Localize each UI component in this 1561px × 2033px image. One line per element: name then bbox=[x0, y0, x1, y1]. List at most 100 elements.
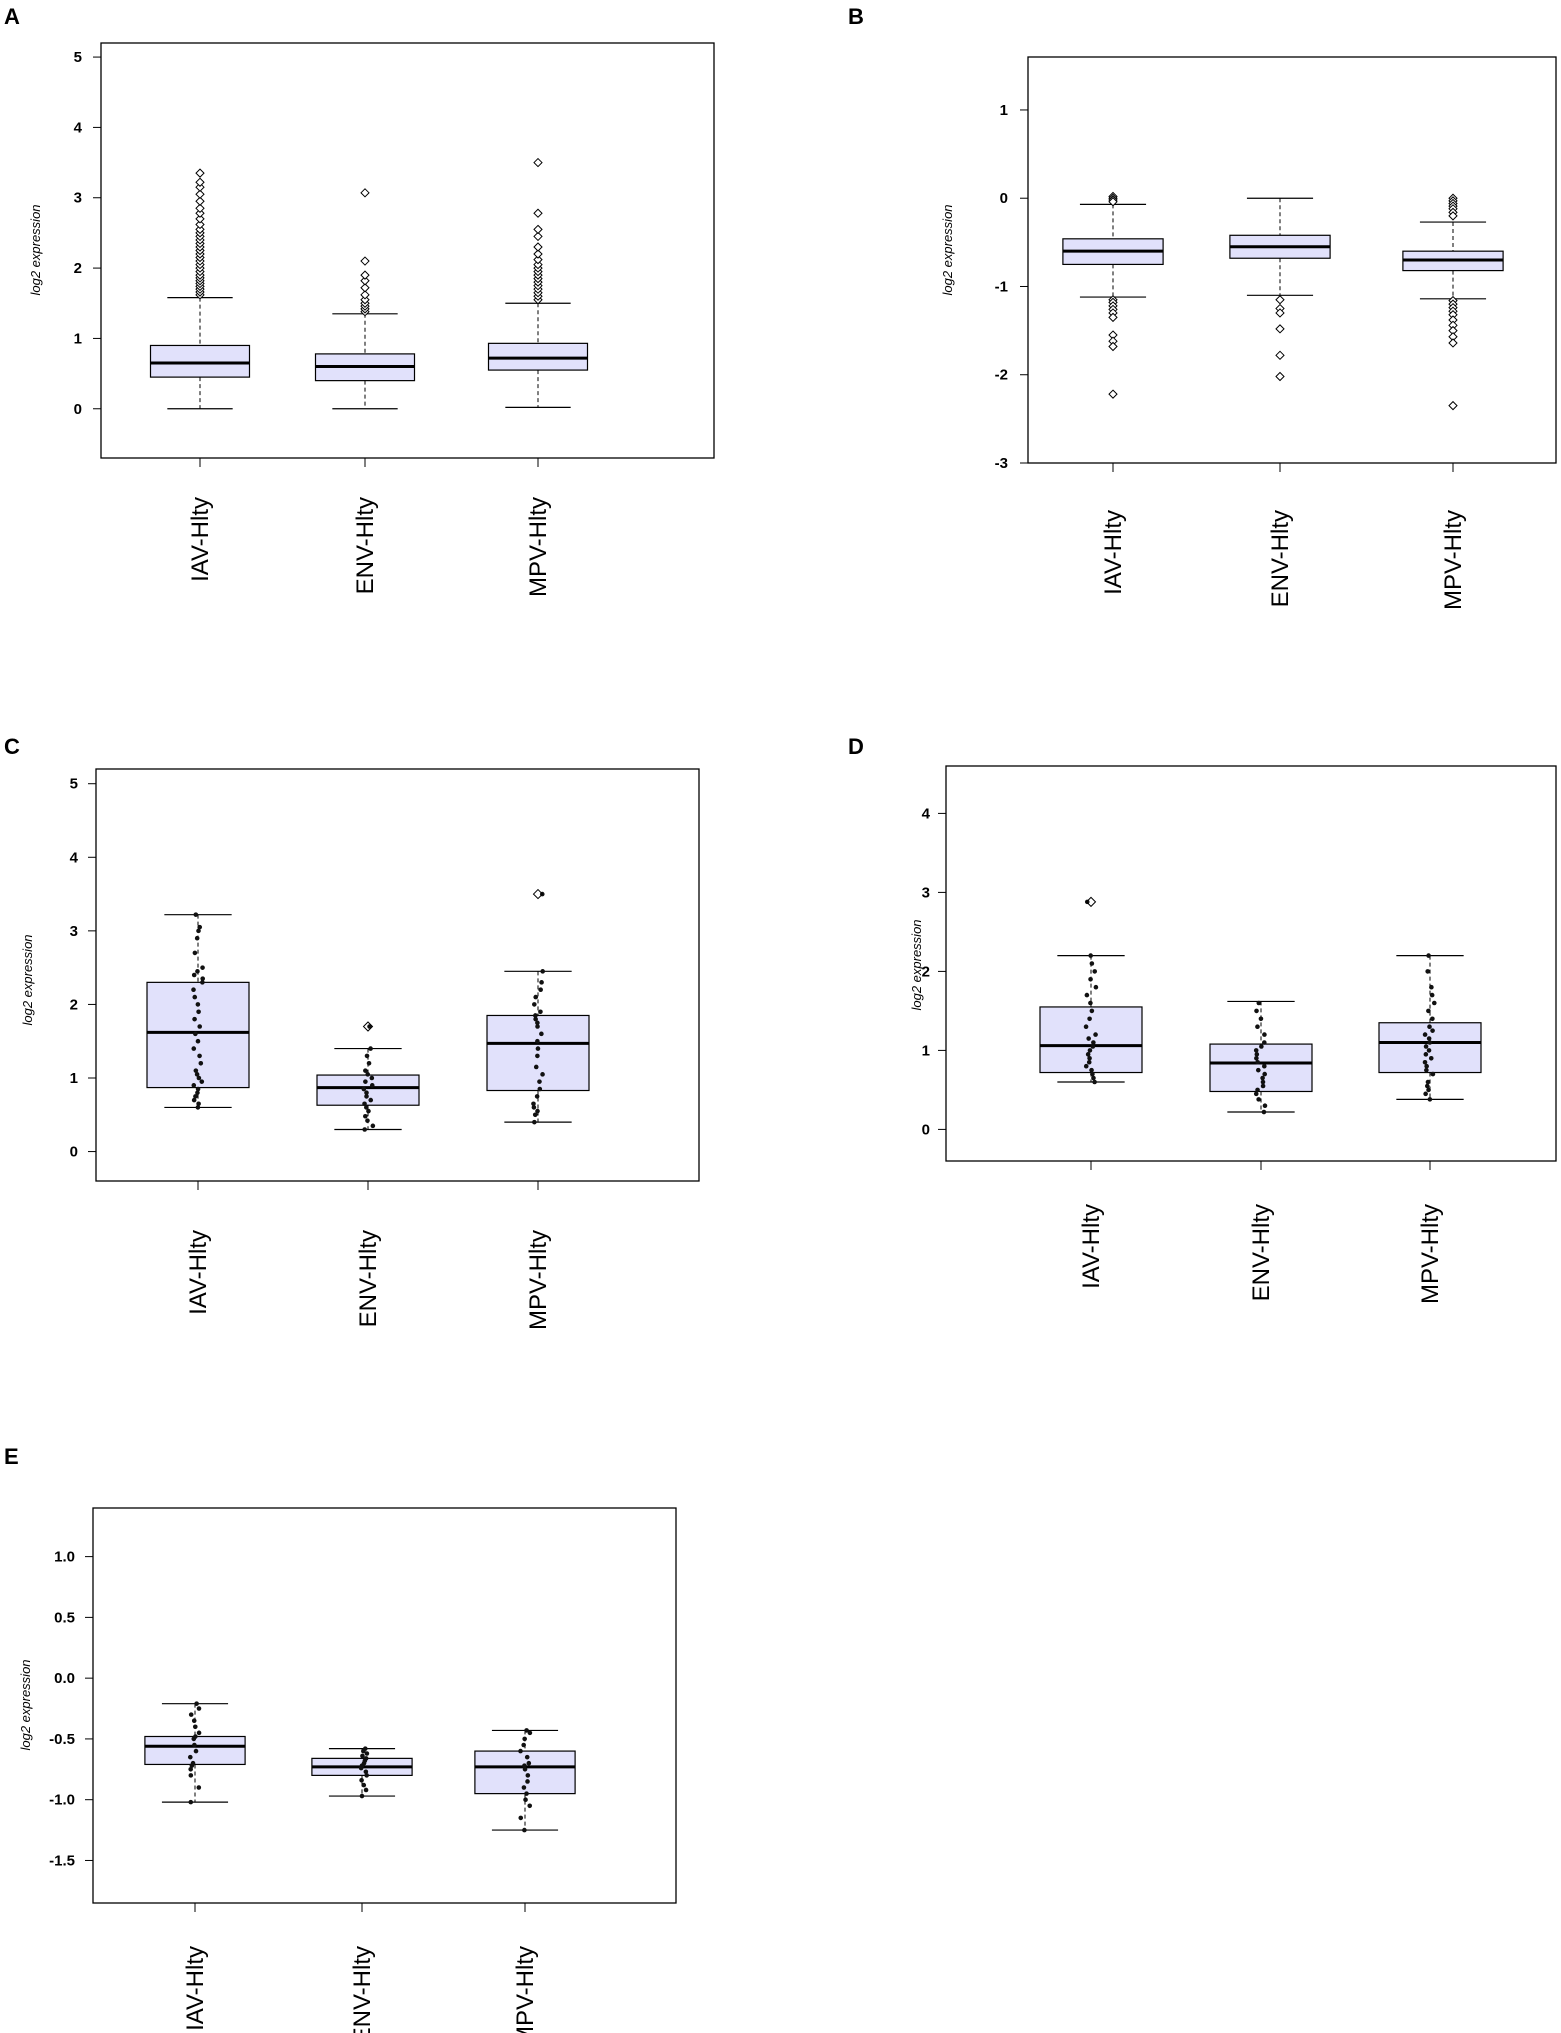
data-point bbox=[363, 1113, 368, 1119]
data-point bbox=[1090, 1044, 1096, 1049]
data-point bbox=[1091, 1075, 1096, 1081]
outlier-point bbox=[1108, 312, 1118, 323]
data-point bbox=[191, 1046, 197, 1051]
data-point bbox=[197, 924, 203, 930]
data-point bbox=[1423, 1052, 1429, 1057]
data-point bbox=[1088, 977, 1093, 982]
data-point bbox=[1429, 984, 1434, 990]
data-point bbox=[539, 1031, 544, 1037]
data-point bbox=[187, 1754, 193, 1760]
data-point bbox=[199, 1079, 205, 1084]
data-point bbox=[196, 1075, 202, 1081]
outlier-point bbox=[360, 256, 370, 266]
y-tick-label: 4 bbox=[74, 119, 83, 136]
data-point bbox=[1428, 1056, 1434, 1061]
y-tick-label: -1.0 bbox=[49, 1792, 75, 1809]
outlier-point bbox=[195, 196, 205, 206]
data-point bbox=[196, 1706, 202, 1711]
data-point bbox=[1086, 1059, 1092, 1065]
data-point bbox=[537, 1086, 543, 1092]
data-point bbox=[369, 1075, 375, 1081]
box-iav-hlty bbox=[1039, 896, 1143, 1085]
data-point bbox=[188, 1767, 193, 1772]
x-tick-label: IAV-Hlty bbox=[1100, 510, 1127, 595]
y-tick-label: 0 bbox=[1000, 190, 1008, 207]
data-point bbox=[527, 1803, 533, 1809]
data-point bbox=[533, 1016, 538, 1022]
y-tick-label: 1.0 bbox=[54, 1549, 75, 1566]
y-tick-label: -3 bbox=[995, 455, 1008, 472]
data-point bbox=[1422, 1059, 1428, 1065]
outlier-point bbox=[533, 242, 543, 252]
data-point bbox=[1087, 1048, 1093, 1053]
outlier-point bbox=[1448, 400, 1458, 411]
box-env-hlty bbox=[1229, 197, 1331, 382]
data-point bbox=[363, 1756, 369, 1761]
data-point bbox=[1088, 953, 1093, 958]
y-tick-label: 3 bbox=[922, 884, 930, 901]
data-point bbox=[192, 1016, 197, 1022]
data-point bbox=[361, 1782, 367, 1788]
data-point bbox=[1430, 1016, 1435, 1022]
data-point bbox=[1260, 1075, 1265, 1081]
data-point bbox=[526, 1760, 532, 1766]
y-tick-label: 4 bbox=[70, 849, 79, 866]
data-point bbox=[364, 1090, 369, 1096]
y-tick-label: 0 bbox=[922, 1121, 930, 1138]
data-point bbox=[535, 1053, 540, 1059]
outlier-point bbox=[1275, 295, 1285, 305]
data-point bbox=[191, 1097, 197, 1103]
data-point bbox=[195, 1038, 201, 1044]
data-point bbox=[364, 1751, 370, 1756]
outlier-point bbox=[1085, 896, 1097, 908]
panel-label: A bbox=[4, 4, 20, 29]
data-point bbox=[1261, 1109, 1267, 1115]
data-point bbox=[198, 1060, 204, 1066]
data-point bbox=[364, 1773, 369, 1778]
iqr-box bbox=[316, 1074, 420, 1106]
data-point bbox=[193, 1031, 198, 1037]
y-axis-label: log2 expression bbox=[909, 919, 924, 1010]
data-point bbox=[1089, 1008, 1095, 1014]
outlier-point bbox=[195, 177, 205, 187]
outlier-point bbox=[533, 157, 543, 168]
y-tick-label: -0.5 bbox=[49, 1731, 75, 1748]
data-point bbox=[1432, 1000, 1437, 1006]
y-tick-label: 1 bbox=[74, 330, 82, 347]
data-point bbox=[1088, 1000, 1093, 1006]
data-point bbox=[1423, 1091, 1428, 1097]
panel-label: D bbox=[848, 734, 864, 759]
y-tick-label: 0 bbox=[70, 1144, 78, 1161]
data-point bbox=[1262, 1063, 1267, 1069]
data-point bbox=[362, 1746, 368, 1751]
data-point bbox=[366, 1108, 371, 1114]
data-point bbox=[188, 1799, 194, 1805]
outlier-point bbox=[1108, 389, 1118, 399]
data-point bbox=[532, 1002, 537, 1007]
outlier-point bbox=[360, 283, 370, 293]
panel-a: A 0 1 2 3 4 5 log2 expression IAV-Hlty ENV-Hlty MP… bbox=[4, 4, 715, 597]
data-point bbox=[1262, 1040, 1267, 1045]
outlier-point bbox=[532, 888, 544, 900]
data-point bbox=[193, 1748, 199, 1754]
y-tick-label: 3 bbox=[74, 190, 82, 207]
data-point bbox=[1422, 1032, 1428, 1037]
x-tick-label: MPV-Hlty bbox=[512, 1946, 539, 2033]
data-point bbox=[1093, 984, 1099, 990]
data-point bbox=[365, 1118, 370, 1123]
data-point bbox=[1255, 1067, 1261, 1073]
box-env-hlty bbox=[316, 1021, 420, 1132]
outlier-point bbox=[1108, 341, 1118, 352]
data-point bbox=[1426, 1087, 1431, 1093]
outlier-point bbox=[195, 214, 205, 224]
data-point bbox=[531, 1101, 536, 1107]
data-point bbox=[364, 1094, 369, 1099]
data-point bbox=[1086, 1036, 1091, 1041]
data-point bbox=[1260, 1079, 1266, 1085]
x-tick-label: ENV-Hlty bbox=[355, 1230, 382, 1327]
iqr-box bbox=[1209, 1043, 1313, 1093]
data-point bbox=[188, 1773, 194, 1778]
outlier-point bbox=[1275, 308, 1285, 318]
data-point bbox=[535, 1108, 540, 1114]
outlier-point bbox=[533, 249, 543, 259]
